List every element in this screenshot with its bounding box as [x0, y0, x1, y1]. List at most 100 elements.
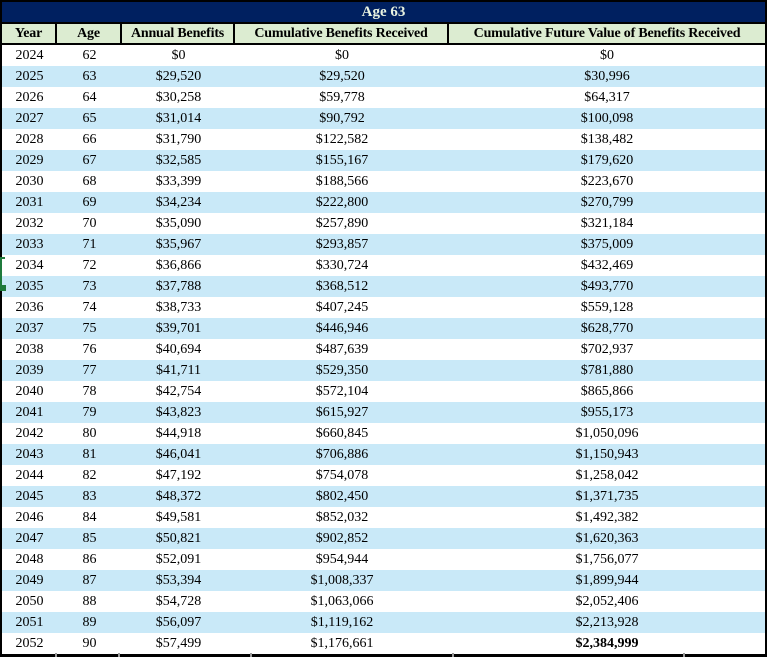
table-cell[interactable]: $56,097	[155, 614, 202, 630]
table-cell[interactable]: 84	[82, 509, 97, 525]
table-cell[interactable]: 2044	[15, 467, 44, 483]
table-cell[interactable]: 2034	[15, 257, 44, 273]
table-cell[interactable]: $49,581	[155, 509, 202, 525]
table-cell[interactable]: $31,014	[155, 110, 202, 126]
table-cell[interactable]: 2041	[15, 404, 44, 420]
table-cell[interactable]: $30,258	[155, 89, 202, 105]
table-cell[interactable]: $375,009	[580, 236, 634, 252]
table-cell[interactable]: $52,091	[155, 551, 202, 567]
table-cell[interactable]: 81	[82, 446, 97, 462]
table-cell[interactable]: $368,512	[315, 278, 369, 294]
table-cell[interactable]: $1,150,943	[575, 446, 639, 462]
table-cell[interactable]: $90,792	[319, 110, 365, 126]
table-cell[interactable]: $35,090	[155, 215, 202, 231]
table-cell[interactable]: 2027	[15, 110, 44, 126]
table-cell[interactable]: 72	[82, 257, 97, 273]
table-cell[interactable]: $54,728	[155, 593, 202, 609]
table-cell[interactable]: 66	[82, 131, 97, 147]
table-cell[interactable]: $43,823	[155, 404, 202, 420]
table-cell[interactable]: 2029	[15, 152, 44, 168]
table-cell[interactable]: 68	[82, 173, 97, 189]
column-header-year[interactable]: Year	[2, 24, 57, 43]
table-cell[interactable]: $446,946	[315, 320, 369, 336]
column-header-cumulative-benefits[interactable]: Cumulative Benefits Received	[235, 24, 449, 43]
table-cell[interactable]: $955,173	[580, 404, 634, 420]
table-cell[interactable]: $50,821	[155, 530, 202, 546]
table-cell[interactable]: $30,996	[584, 68, 630, 84]
table-cell[interactable]: $2,213,928	[575, 614, 639, 630]
table-cell[interactable]: $0	[171, 47, 186, 63]
table-cell[interactable]: 73	[82, 278, 97, 294]
column-header-cumulative-future-value[interactable]: Cumulative Future Value of Benefits Rece…	[473, 25, 741, 41]
table-cell[interactable]: $59,778	[319, 89, 365, 105]
table-cell[interactable]: 2050	[15, 593, 44, 609]
table-cell[interactable]: 2026	[15, 89, 44, 105]
table-cell[interactable]: 2035	[15, 278, 44, 294]
table-cell[interactable]: $122,582	[315, 131, 369, 147]
table-cell[interactable]: 67	[82, 152, 97, 168]
table-cell[interactable]: $0	[335, 47, 349, 63]
table-cell[interactable]: $487,639	[315, 341, 369, 357]
table-cell[interactable]: 2031	[15, 194, 44, 210]
table-cell[interactable]: 71	[82, 236, 97, 252]
table-cell[interactable]: $36,866	[155, 257, 202, 273]
table-cell[interactable]: $781,880	[580, 362, 634, 378]
table-cell[interactable]: $38,733	[155, 299, 202, 315]
table-cell[interactable]: 2028	[15, 131, 44, 147]
table-cell[interactable]: $47,192	[155, 467, 202, 483]
table-cell[interactable]: $2,052,406	[575, 593, 639, 609]
table-cell[interactable]: $0	[600, 47, 614, 63]
table-cell[interactable]: $1,258,042	[575, 467, 639, 483]
table-cell[interactable]: $1,492,382	[575, 509, 639, 525]
table-cell[interactable]: 89	[82, 614, 97, 630]
table-cell[interactable]: 2040	[15, 383, 44, 399]
table-cell[interactable]: $330,724	[315, 257, 369, 273]
table-cell[interactable]: $706,886	[315, 446, 369, 462]
table-cell[interactable]: 75	[82, 320, 97, 336]
table-cell[interactable]: $40,694	[155, 341, 202, 357]
table-cell[interactable]: 2030	[15, 173, 44, 189]
table-cell[interactable]: 64	[82, 89, 97, 105]
table-cell[interactable]: $1,119,162	[310, 614, 374, 630]
table-cell[interactable]: 70	[82, 215, 97, 231]
table-cell[interactable]: $865,866	[580, 383, 634, 399]
table-cell[interactable]: $179,620	[580, 152, 634, 168]
table-cell[interactable]: $188,566	[315, 173, 369, 189]
table-cell[interactable]: $32,585	[155, 152, 202, 168]
table-cell[interactable]: 85	[82, 530, 97, 546]
table-cell[interactable]: 2042	[15, 425, 44, 441]
table-cell[interactable]: $628,770	[580, 320, 634, 336]
table-cell[interactable]: $257,890	[315, 215, 369, 231]
table-cell[interactable]: 2025	[15, 68, 44, 84]
table-cell[interactable]: $1,620,363	[575, 530, 639, 546]
table-cell[interactable]: $559,128	[580, 299, 634, 315]
table-cell[interactable]: 2051	[15, 614, 44, 630]
table-cell[interactable]: 88	[82, 593, 97, 609]
table-cell[interactable]: $572,104	[315, 383, 369, 399]
table-cell[interactable]: $53,394	[155, 572, 202, 588]
table-cell[interactable]: 76	[82, 341, 97, 357]
table-cell[interactable]: $57,499	[155, 635, 202, 651]
table-cell[interactable]: 2048	[15, 551, 44, 567]
table-cell[interactable]: $29,520	[155, 68, 202, 84]
table-cell[interactable]: $660,845	[315, 425, 369, 441]
table-cell[interactable]: $223,670	[580, 173, 634, 189]
table-cell[interactable]: 2033	[15, 236, 44, 252]
table-cell[interactable]: $35,967	[155, 236, 202, 252]
table-cell[interactable]: $270,799	[580, 194, 634, 210]
table-cell[interactable]: 86	[82, 551, 97, 567]
table-cell[interactable]: $1,176,661	[310, 635, 374, 651]
table-cell[interactable]: $39,701	[155, 320, 202, 336]
table-cell[interactable]: $138,482	[580, 131, 634, 147]
table-cell[interactable]: 2036	[15, 299, 44, 315]
table-cell[interactable]: 78	[82, 383, 97, 399]
table-cell[interactable]: $64,317	[584, 89, 630, 105]
table-cell[interactable]: 79	[82, 404, 97, 420]
table-cell[interactable]: $42,754	[155, 383, 202, 399]
table-cell[interactable]: $954,944	[315, 551, 369, 567]
table-cell[interactable]: $802,450	[315, 488, 369, 504]
table-cell[interactable]: $48,372	[155, 488, 202, 504]
table-cell[interactable]: $34,234	[155, 194, 202, 210]
table-cell[interactable]: $2,384,999	[575, 635, 639, 651]
table-cell[interactable]: $754,078	[315, 467, 369, 483]
